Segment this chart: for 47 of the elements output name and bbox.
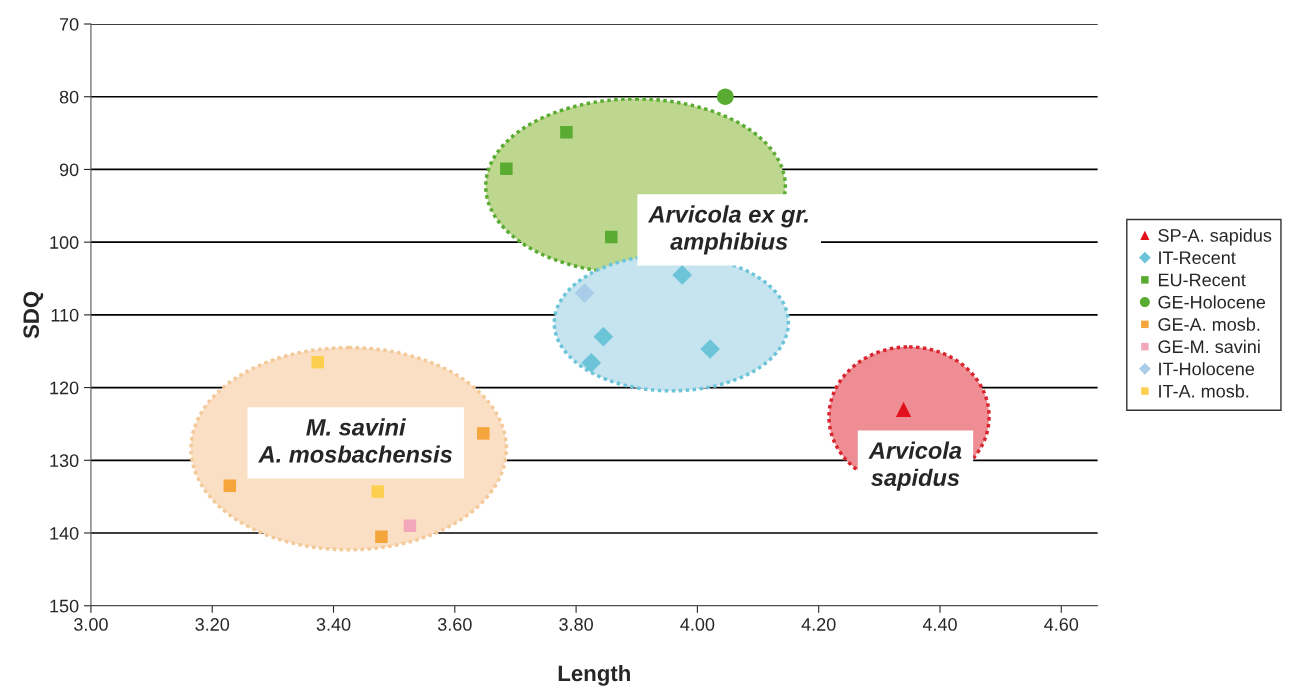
x-tick-label: 4.40	[922, 618, 957, 631]
y-tick-label: 110	[51, 308, 79, 322]
x-tick-label: 3.40	[316, 618, 351, 631]
point	[560, 126, 573, 139]
x-axis-title: Length	[558, 664, 630, 686]
y-tick-label: 80	[59, 90, 79, 104]
y-tick-label: 70	[59, 17, 79, 31]
point	[500, 162, 513, 175]
point	[311, 355, 324, 369]
legend-label: GE-M. savini	[1158, 339, 1260, 354]
point	[716, 88, 734, 106]
legend-label: SP-A. sapidus	[1158, 228, 1272, 246]
x-tick-label: 4.20	[801, 618, 836, 631]
point	[375, 530, 388, 543]
y-tick-label: 90	[59, 163, 79, 177]
y-tick-label: 100	[50, 236, 79, 249]
y-tick-label: 120	[50, 381, 79, 395]
x-tick-label: 3.60	[437, 618, 472, 631]
point	[371, 485, 385, 498]
legend-label: GE-Holocene	[1158, 295, 1266, 309]
legend-label: IT-Recent	[1159, 251, 1236, 265]
point	[700, 339, 720, 359]
point	[895, 401, 912, 418]
annotation: Arvicola ex gr. amphibius	[648, 205, 808, 255]
legend-label: IT-A. mosb.	[1159, 384, 1249, 398]
legend-label: GE-A. mosb.	[1158, 317, 1260, 331]
point	[581, 353, 602, 373]
x-tick-label: 3.20	[195, 618, 230, 631]
x-tick-label: 4.00	[680, 618, 715, 631]
y-axis-title: SDQ	[23, 291, 44, 339]
point	[574, 283, 595, 303]
annotation: Arvicola sapidus	[868, 441, 962, 491]
point	[605, 230, 618, 244]
x-tick-label: 4.60	[1044, 618, 1079, 631]
y-tick-label: 130	[50, 454, 79, 468]
point	[593, 326, 614, 347]
point	[403, 519, 417, 532]
x-tick-label: 3.80	[559, 618, 593, 631]
annotation: M. savini A. mosbachensis	[258, 418, 452, 463]
legend-label: IT-Holocene	[1159, 362, 1255, 376]
y-tick-label: 140	[50, 526, 79, 540]
y-tick-label: 150	[50, 599, 79, 613]
legend-label: EU-Recent	[1158, 273, 1246, 287]
point	[477, 427, 490, 440]
x-tick-label: 3.00	[74, 618, 108, 631]
point	[223, 479, 237, 493]
point	[672, 265, 693, 285]
